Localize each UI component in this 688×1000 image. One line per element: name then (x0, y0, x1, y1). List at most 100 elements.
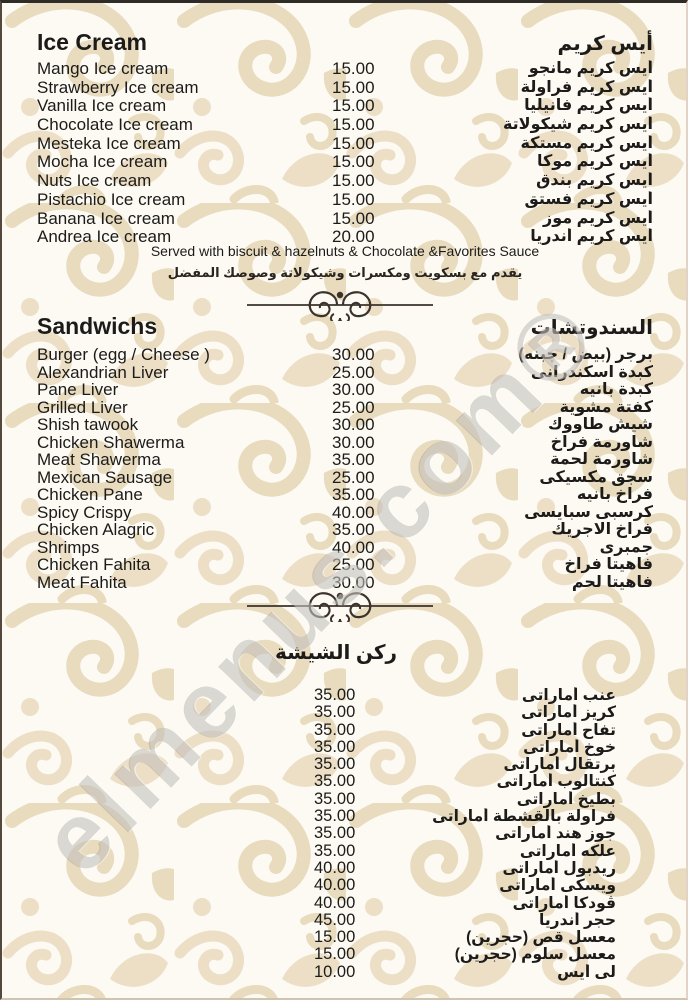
shisha-title-ar: ركن الشيشة (274, 642, 398, 664)
item-price: 40.00 (332, 538, 375, 556)
menu-item-row: Burger (egg / Cheese ) 30.00 برجر (بيض / ج… (37, 346, 653, 364)
menu-item-row: Pane Liver 30.00 كبدة بانيه (37, 381, 653, 399)
menu-item-row: Grilled Liver 25.00 كفتة مشوية (37, 399, 653, 417)
item-ar: أيس كريم مستكة (520, 134, 653, 152)
item-price: 35.00 (314, 738, 356, 756)
item-ar: فاهيتا لحم (571, 573, 653, 591)
item-ar: شيش طاووك (548, 416, 653, 433)
item-price: 15.00 (332, 190, 375, 209)
item-en: Banana Ice cream (37, 209, 175, 228)
menu-item-row: Chicken Shawerma 30.00 شاورمة فراخ (37, 434, 653, 452)
item-ar: فراولة بالقشطة أماراتى (432, 808, 616, 826)
item-en: Mexican Sausage (37, 468, 173, 486)
item-price: 35.00 (314, 704, 356, 722)
menu-item-row: 15.00 معسل قص (حجرين) (314, 929, 616, 946)
item-en: Mocha Ice cream (37, 153, 168, 172)
item-price: 25.00 (332, 363, 375, 381)
menu-item-row: Meat Shawerma 35.00 شاورمة لحمة (37, 451, 653, 469)
menu-item-row: 35.00 جوز هند أماراتى (314, 825, 616, 842)
item-ar: كرسبى سبايسى (524, 503, 653, 521)
item-ar: علكه أماراتى (519, 842, 616, 860)
item-price: 35.00 (314, 773, 356, 791)
serving-note-ar: يقدم مع بسكويت ومكسرات وشيكولاتة وصوصك ا… (167, 265, 523, 280)
item-ar: ويسكى أماراتى (499, 877, 616, 895)
item-price: 15.00 (332, 97, 375, 116)
item-price: 40.00 (314, 877, 356, 895)
ice-cream-title-ar: أيس كريم (557, 33, 653, 55)
menu-item-row: 35.00 كريز أماراتى (314, 704, 616, 721)
menu-item-row: Shrimps 40.00 جمبرى (37, 539, 653, 557)
item-ar: شاورمة لحمة (550, 451, 653, 468)
item-en: Spicy Crispy (37, 503, 132, 521)
menu-item-row: Mesteka Ice cream 15.00 أيس كريم مستكة (37, 135, 653, 154)
menu-item-row: Alexandrian Liver 25.00 كبدة اسكندرانى (37, 364, 653, 382)
menu-item-row: Chicken Alagric 35.00 فراخ الاجريك (37, 521, 653, 539)
item-ar: حجر أندريا (539, 911, 616, 929)
item-ar: أيس كريم موز (543, 209, 653, 227)
item-ar: سجق مكسيكى (539, 468, 653, 486)
item-ar: ڤودكا أماراتى (512, 894, 616, 912)
item-en: Mango Ice cream (37, 60, 169, 78)
item-en: Chicken Pane (37, 486, 143, 504)
item-price: 30.00 (332, 416, 375, 434)
item-ar: خوخ أماراتى (523, 738, 616, 756)
item-ar: أيس كريم فراولة (520, 78, 653, 96)
item-ar: معسل سلوم (حجرين) (454, 946, 616, 964)
item-price: 15.00 (332, 153, 375, 172)
item-ar: برتقال أماراتى (503, 756, 616, 774)
item-ar: شاورمة فراخ (550, 433, 653, 451)
item-price: 25.00 (332, 398, 375, 416)
item-price: 35.00 (314, 825, 356, 843)
item-price: 30.00 (332, 433, 375, 451)
item-ar: أيس كريم شيكولاتة (502, 116, 653, 134)
menu-item-row: Banana Ice cream 15.00 أيس كريم موز (37, 210, 653, 229)
item-en: Alexandrian Liver (37, 363, 169, 381)
item-price: 35.00 (314, 790, 356, 808)
menu-item-row: Strawberry Ice cream 15.00 أيس كريم فراولة (37, 79, 653, 98)
divider-ornament (247, 291, 433, 321)
item-en: Chicken Fahita (37, 556, 151, 574)
item-price: 10.00 (314, 963, 356, 981)
menu-item-row: 15.00 معسل سلوم (حجرين) (314, 946, 616, 963)
item-en: Burger (egg / Cheese ) (37, 346, 210, 364)
menu-item-row: Vanilla Ice cream 15.00 أيس كريم فانيليا (37, 97, 653, 116)
item-en: Andrea Ice cream (37, 228, 172, 247)
menu-item-row: Nuts Ice cream 15.00 أيس كريم بندق (37, 172, 653, 191)
item-ar: عنب أماراتى (521, 687, 616, 704)
item-ar: أيس كريم موكا (536, 153, 653, 171)
item-ar: أيس كريم أندريا (530, 228, 653, 246)
sandwiches-title-ar: السندوتشات (530, 317, 653, 339)
menu-item-row: Chocolate Ice cream 15.00 أيس كريم شيكولات… (37, 116, 653, 135)
sandwiches-header: Sandwichs السندوتشات (37, 313, 653, 340)
shisha-list: 35.00 عنب أماراتى 35.00 كريز أماراتى 35.00 تف… (314, 687, 616, 981)
item-price: 30.00 (332, 346, 375, 364)
ice-cream-title-en: Ice Cream (37, 29, 147, 55)
item-ar: كبدة بانيه (579, 381, 653, 398)
menu-item-row: 35.00 خوخ أماراتى (314, 739, 616, 756)
item-price: 30.00 (332, 381, 375, 399)
item-en: Shrimps (37, 538, 100, 556)
item-ar: فاهيتا فراخ (564, 556, 653, 573)
item-price: 40.00 (314, 859, 356, 877)
menu-item-row: Pistachio Ice cream 15.00 أيس كريم فستق (37, 191, 653, 210)
item-price: 40.00 (332, 503, 375, 521)
menu-item-row: Chicken Fahita 25.00 فاهيتا فراخ (37, 556, 653, 574)
item-ar: بطيخ أماراتى (516, 790, 616, 808)
menu-item-row: 35.00 علكه أماراتى (314, 843, 616, 860)
sandwiches-list: Burger (egg / Cheese ) 30.00 برجر (بيض / ج… (37, 346, 653, 591)
item-ar: لى أيس (557, 963, 616, 981)
menu-item-row: Andrea Ice cream 20.00 أيس كريم أندريا (37, 228, 653, 247)
item-price: 30.00 (332, 573, 375, 591)
item-ar: فراخ بانيه (576, 486, 653, 503)
menu-item-row: 40.00 ڤودكا أماراتى (314, 895, 616, 912)
item-price: 35.00 (332, 486, 375, 504)
item-en: Vanilla Ice cream (37, 97, 167, 116)
item-en: Mesteka Ice cream (37, 134, 181, 153)
item-ar: كريز أماراتى (521, 704, 616, 722)
item-ar: جوز هند أماراتى (495, 825, 616, 843)
menu-item-row: 35.00 تفاح أماراتى (314, 722, 616, 739)
item-ar: كبدة اسكندرانى (530, 363, 653, 381)
menu-item-row: Chicken Pane 35.00 فراخ بانيه (37, 486, 653, 504)
item-en: Chicken Shawerma (37, 433, 185, 451)
item-price: 15.00 (332, 116, 375, 135)
